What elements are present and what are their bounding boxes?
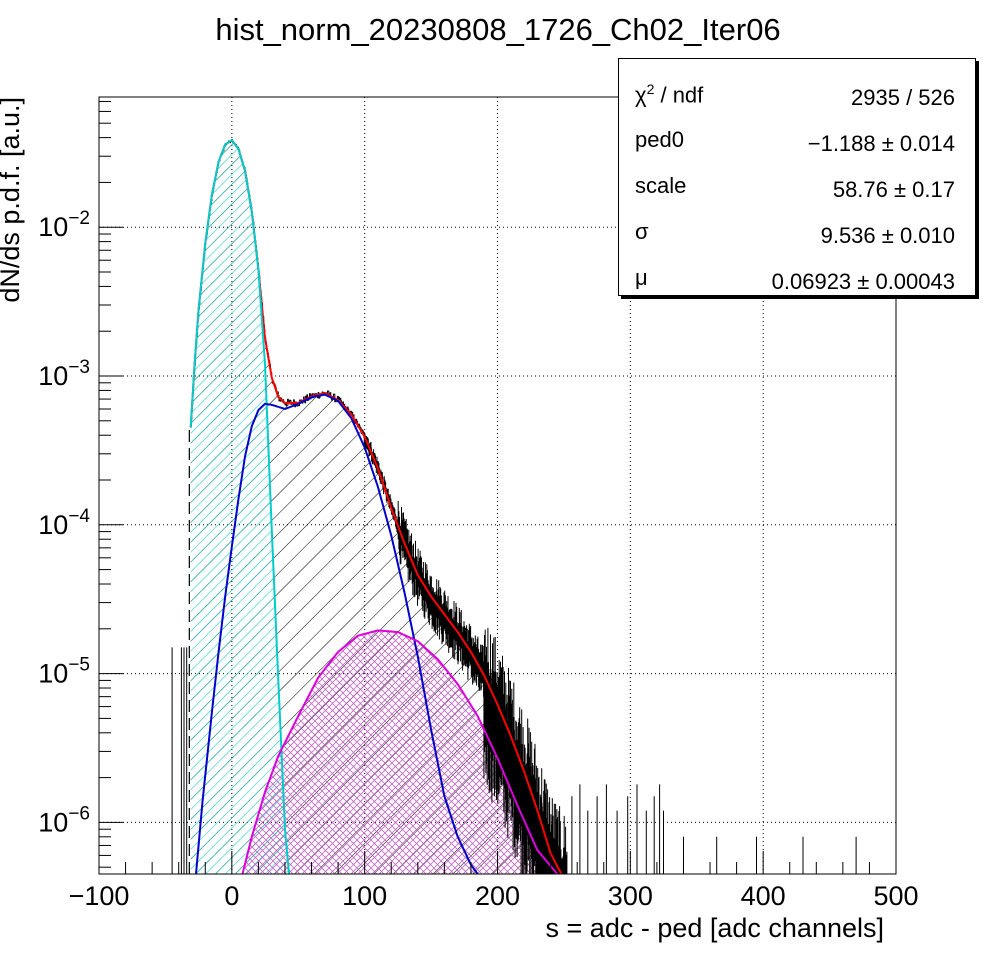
plot-area <box>171 138 857 874</box>
x-tick-label: 300 <box>608 881 653 911</box>
y-tick-label: 10−4 <box>38 506 90 540</box>
tail-bins <box>171 647 857 874</box>
fit-statistics-box: χ2 / ndf 2935 / 526 ped0 −1.188 ± 0.014 scal… <box>618 58 976 296</box>
stat-value: 2935 / 526 <box>851 85 955 110</box>
y-tick-label: 10−3 <box>38 357 90 391</box>
stat-name: μ <box>635 265 648 290</box>
y-tick-label: 10−5 <box>38 655 90 689</box>
x-tick-label: 100 <box>342 881 387 911</box>
stat-name: χ2 / ndf <box>635 81 704 108</box>
two-photoelectron-fit-curve <box>241 629 559 874</box>
x-tick-label: 400 <box>741 881 786 911</box>
stat-row: ped0 −1.188 ± 0.014 <box>635 119 955 159</box>
one-photoelectron-fit-curve <box>195 393 479 874</box>
x-tick-label: 0 <box>224 881 239 911</box>
x-axis-label: s = adc - ped [adc channels] <box>546 913 884 943</box>
stat-row: μ 0.06923 ± 0.00043 <box>635 257 955 297</box>
stat-value: 58.76 ± 0.17 <box>832 177 955 202</box>
stat-row: σ 9.536 ± 0.010 <box>635 211 955 251</box>
axis-ticks <box>98 100 897 874</box>
pedestal-fit-curve <box>189 138 290 874</box>
chart-title: hist_norm_20230808_1726_Ch02_Iter06 <box>215 12 781 47</box>
two-pe-fill <box>242 630 558 874</box>
tick-labels: −100 0 100 200 300 400 500 10−6 10−5 10−4 10−3 10−2 <box>38 208 918 911</box>
stat-name: ped0 <box>635 127 684 152</box>
stat-row: scale 58.76 ± 0.17 <box>635 165 955 205</box>
stat-value: 9.536 ± 0.010 <box>820 223 955 248</box>
stat-name: σ <box>635 219 649 244</box>
y-tick-label: 10−6 <box>38 803 90 837</box>
stat-row: χ2 / ndf 2935 / 526 <box>635 73 955 113</box>
y-tick-label: 10−2 <box>38 208 90 242</box>
stat-value: 0.06923 ± 0.00043 <box>771 269 955 294</box>
stat-name: scale <box>635 173 687 198</box>
x-tick-label: 500 <box>873 881 918 911</box>
stat-value: −1.188 ± 0.014 <box>807 131 955 156</box>
histogram-fill <box>190 140 664 874</box>
x-tick-label: 200 <box>475 881 520 911</box>
y-axis-label: dN/ds p.d.f. [a.u.] <box>0 97 25 303</box>
x-tick-label: −100 <box>69 881 130 911</box>
